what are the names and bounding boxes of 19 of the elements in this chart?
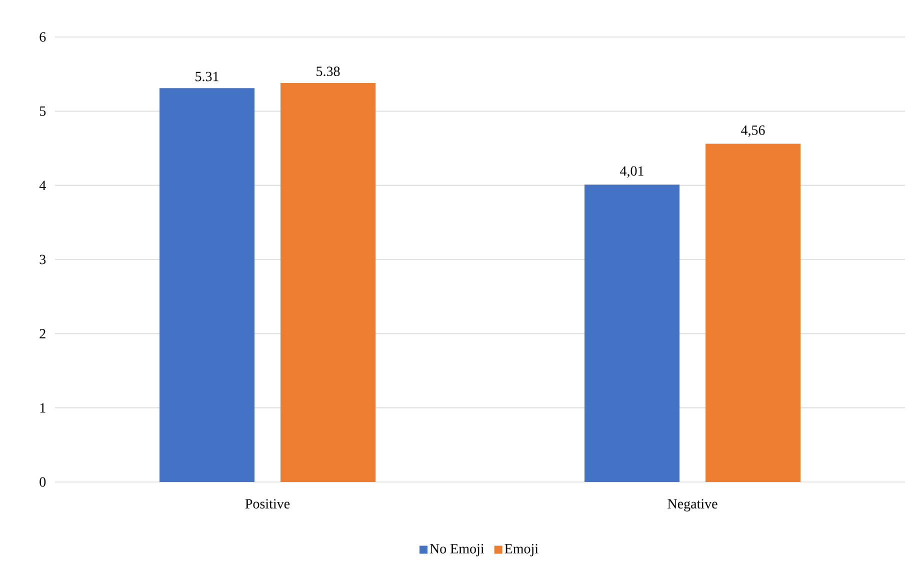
bar <box>160 88 255 482</box>
y-tick-label: 1 <box>40 403 46 412</box>
data-label: 5.31 <box>196 72 218 82</box>
bar <box>280 82 376 482</box>
y-tick-label: 4 <box>39 180 46 190</box>
x-tick-label: Positive <box>245 499 290 509</box>
data-label: 4,01 <box>620 166 644 178</box>
data-label: 4,56 <box>741 126 765 137</box>
bar <box>706 144 801 482</box>
y-tick-label: 0 <box>40 477 46 487</box>
y-tick-label: 2 <box>40 329 46 338</box>
y-tick-label: 5 <box>40 106 46 116</box>
bar <box>584 184 680 482</box>
legend-label: No Emoji <box>430 544 484 556</box>
y-tick-label: 3 <box>40 254 46 264</box>
legend-label: Emoji <box>504 544 538 556</box>
y-tick-label: 6 <box>40 32 46 42</box>
x-tick-label: Negative <box>668 499 718 512</box>
data-label: 5.38 <box>316 66 340 76</box>
